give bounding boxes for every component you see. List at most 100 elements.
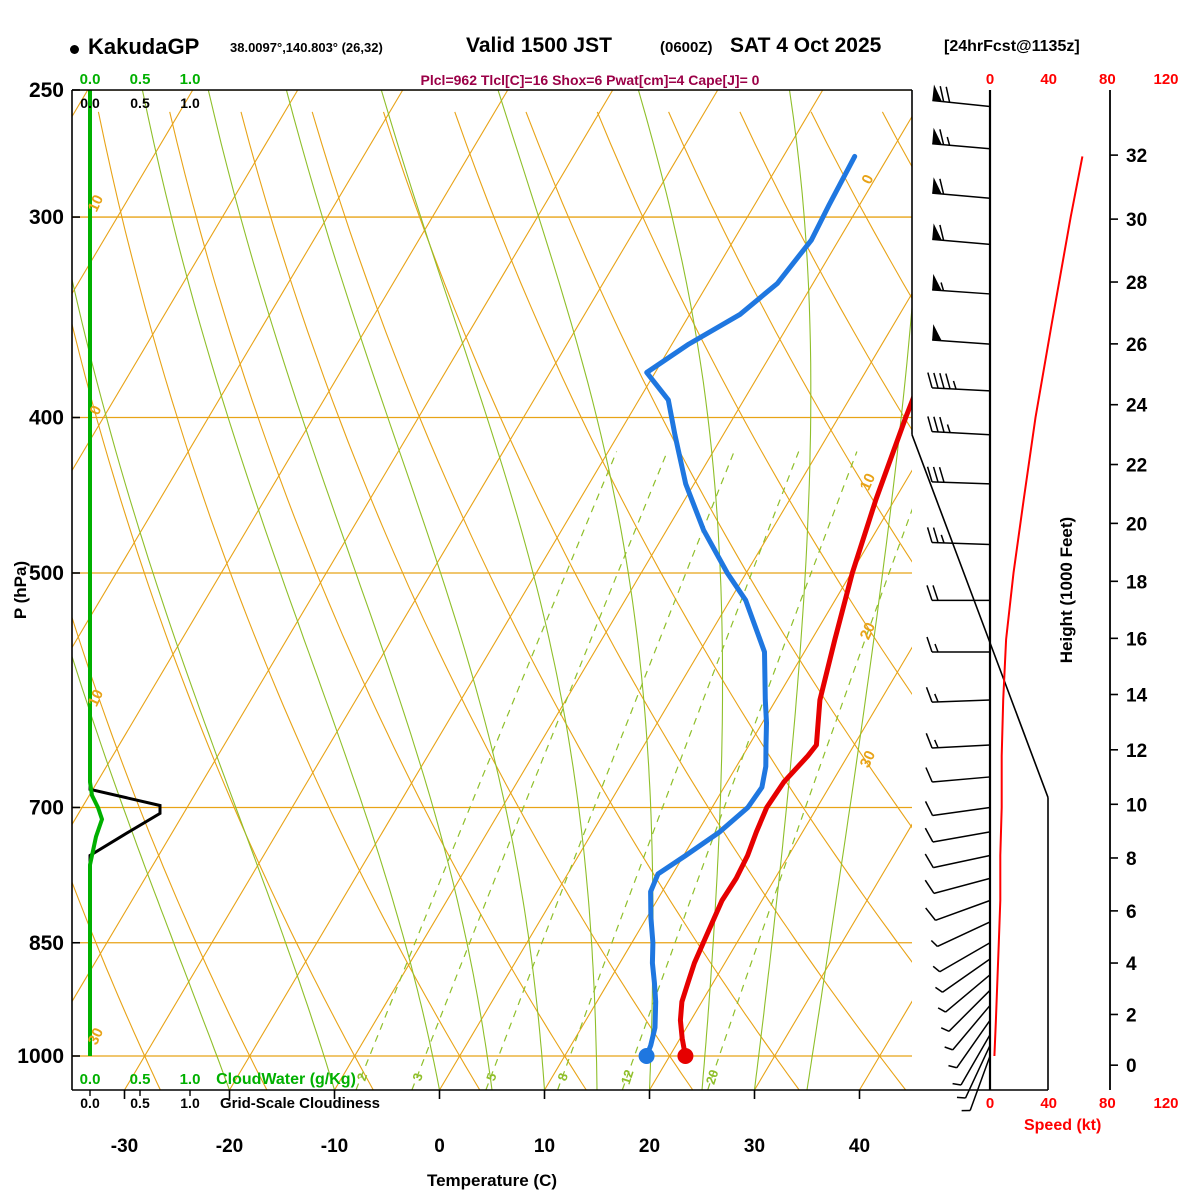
wind-barb xyxy=(925,686,991,703)
valid-time: Valid 1500 JST xyxy=(466,34,612,57)
cloudwater-tick-top: 0.0 xyxy=(80,71,101,88)
wind-barb xyxy=(961,1055,991,1112)
mixing-ratio-label: 5 xyxy=(483,1071,500,1083)
pressure-tick: 500 xyxy=(29,562,64,585)
mixing-ratio-label: 20 xyxy=(703,1068,722,1086)
mixing-ratio-label: 8 xyxy=(554,1071,571,1083)
profile-layer xyxy=(88,90,912,1065)
wind-barb xyxy=(948,1019,991,1069)
frame-layer xyxy=(71,89,1118,1099)
dry-adiabat-label: 0 xyxy=(858,172,877,187)
pressure-tick: 700 xyxy=(29,796,64,819)
mixing-ratio-label: 3 xyxy=(409,1071,426,1083)
height-tick: 28 xyxy=(1126,273,1147,294)
pressure-tick: 400 xyxy=(29,407,64,430)
valid-time-z: (0600Z) xyxy=(660,39,713,56)
dry-adiabat-label: 20 xyxy=(857,620,879,642)
speed-tick-bottom: 120 xyxy=(1153,1095,1178,1112)
station-marker-icon xyxy=(70,45,79,54)
dry-adiabat-label: 10 xyxy=(85,192,107,214)
cloudiness-tick-top: 0.5 xyxy=(130,95,150,111)
temperature-tick: -10 xyxy=(321,1136,348,1157)
pressure-tick: 300 xyxy=(29,206,64,229)
speed-tick-bottom: 80 xyxy=(1099,1095,1116,1112)
height-tick: 16 xyxy=(1126,629,1147,650)
wind-barb xyxy=(926,585,990,602)
height-tick: 20 xyxy=(1126,514,1147,535)
speed-profile xyxy=(993,156,1084,1057)
wind-barb xyxy=(940,989,991,1032)
wind-barb xyxy=(926,466,991,485)
temperature-tick: -30 xyxy=(111,1136,138,1157)
dewpoint-surface xyxy=(638,1048,655,1065)
sounding-parameters: Plcl=962 Tlcl[C]=16 Shox=6 Pwat[cm]=4 Ca… xyxy=(420,72,760,88)
temperature-tick: 40 xyxy=(849,1136,870,1157)
height-tick: 4 xyxy=(1126,954,1137,975)
wind-barb xyxy=(925,733,991,749)
dry-adiabat-label: 30 xyxy=(857,748,879,770)
valid-date: SAT 4 Oct 2025 xyxy=(730,34,882,57)
cloudiness-tick-bottom: 0.0 xyxy=(80,1095,100,1111)
height-tick: 2 xyxy=(1126,1005,1137,1026)
wind-barb xyxy=(927,372,991,392)
wind-barb xyxy=(932,942,991,973)
cloudwater-tick-bottom: 1.0 xyxy=(180,1071,201,1088)
dry-adiabat-label: 30 xyxy=(85,1025,107,1047)
cloudiness-tick-bottom: 1.0 xyxy=(180,1095,200,1111)
cloudwater-axis-label: CloudWater (g/Kg) xyxy=(216,1071,356,1088)
speed-tick-bottom: 40 xyxy=(1040,1095,1057,1112)
temperature-tick: 0 xyxy=(434,1136,445,1157)
height-tick: 30 xyxy=(1126,210,1147,231)
cloudwater-trace xyxy=(88,90,105,1056)
speed-axis-label: Speed (kt) xyxy=(1024,1117,1101,1134)
wind-barb xyxy=(956,1045,991,1099)
cloudiness-tick-bottom: 0.5 xyxy=(130,1095,150,1111)
pressure-tick: 1000 xyxy=(17,1045,64,1068)
cloudwater-tick-bottom: 0.0 xyxy=(80,1071,101,1088)
pressure-tick: 850 xyxy=(29,932,64,955)
temperature-axis-label: Temperature (C) xyxy=(427,1171,557,1190)
wind-barb xyxy=(932,223,991,246)
cloudwater-tick-top: 1.0 xyxy=(180,71,201,88)
height-tick: 18 xyxy=(1126,572,1147,593)
speed-tick-top: 120 xyxy=(1153,71,1178,88)
wind-barb xyxy=(927,416,991,436)
height-tick: 32 xyxy=(1126,146,1147,167)
wind-barb xyxy=(925,899,991,922)
grid-layer xyxy=(72,90,912,1090)
mixing-ratio-label: 12 xyxy=(618,1068,637,1086)
wind-barb xyxy=(924,877,991,895)
header-line: KakudaGP 38.0097°,140.803° (26,32) Valid… xyxy=(0,34,1200,64)
dry-adiabat-label: 10 xyxy=(85,687,107,709)
wind-barb xyxy=(937,974,991,1013)
height-tick: 0 xyxy=(1126,1056,1137,1077)
temperature-tick: -20 xyxy=(216,1136,243,1157)
wind-barb xyxy=(924,853,991,869)
wind-barb xyxy=(932,324,991,345)
height-tick: 8 xyxy=(1126,849,1137,870)
wind-barb xyxy=(926,636,990,653)
wind-barb xyxy=(932,273,991,295)
profile-temperature xyxy=(677,394,912,1059)
wind-barb xyxy=(935,958,991,993)
wind-barb-layer xyxy=(924,84,991,1112)
cloudiness-tick-top: 0.0 xyxy=(80,95,100,111)
wind-barb xyxy=(932,177,991,199)
profile-dewpoint xyxy=(644,153,858,1059)
wind-barb xyxy=(924,827,991,843)
cloudiness-tick-top: 1.0 xyxy=(180,95,200,111)
wind-barb xyxy=(932,127,991,150)
height-tick: 10 xyxy=(1126,795,1147,816)
temperature-tick: 30 xyxy=(744,1136,765,1157)
pressure-axis-label: P (hPa) xyxy=(11,561,30,619)
wind-barb xyxy=(952,1034,991,1086)
height-tick: 12 xyxy=(1126,741,1147,762)
cloudiness-axis-label: Grid-Scale Cloudiness xyxy=(220,1095,380,1112)
wind-barb xyxy=(932,84,991,108)
wind-barb xyxy=(930,921,991,948)
wind-barb xyxy=(925,767,991,783)
speed-tick-bottom: 0 xyxy=(986,1095,994,1112)
height-tick: 24 xyxy=(1126,396,1148,417)
